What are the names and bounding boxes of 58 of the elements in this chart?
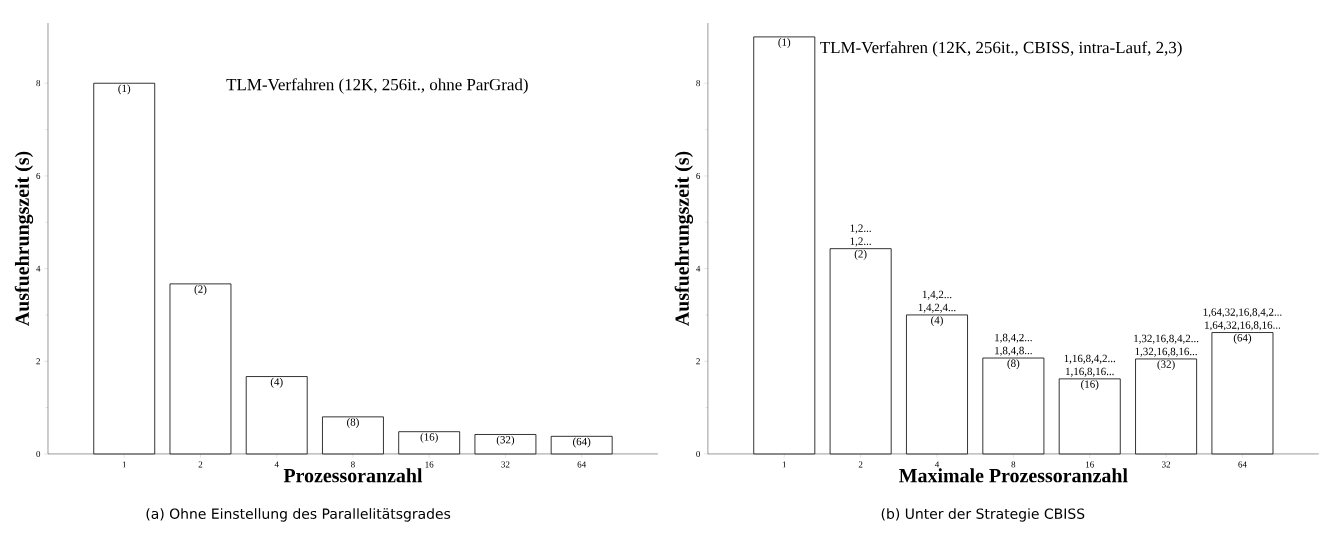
annotation: 1,4,2... [922, 290, 952, 300]
annotation: (16) [420, 432, 438, 443]
text: (b) Unter der Strategie CBISS [881, 508, 1085, 522]
annotation: 1,8,4,2... [995, 333, 1032, 343]
x-tick-label: 1 [782, 461, 786, 468]
annotation: (8) [347, 418, 359, 429]
annotation: (1) [118, 84, 131, 95]
annotation: 1,4,2,4... [918, 303, 956, 313]
x-axis-title: Maximale Prozessoranzahl [899, 468, 1128, 483]
annotation: (32) [496, 435, 515, 446]
x-tick-label: 2 [858, 461, 863, 468]
annotation: (1) [778, 38, 791, 49]
x-tick-label: 8 [1011, 461, 1016, 468]
x-tick-label: 4 [274, 461, 279, 468]
y-tick-label: 0 [36, 450, 41, 457]
annotation: (8) [1007, 359, 1020, 370]
y-tick-label: 4 [36, 265, 41, 272]
y-tick-label: 2 [696, 358, 700, 365]
annotation: 1,64,32,16,8,16... [1205, 321, 1281, 331]
x-tick-label: 64 [577, 461, 587, 468]
annotation: 1,8,4,8... [995, 346, 1032, 356]
y-tick-label: 4 [696, 265, 701, 272]
annotation: (64) [573, 437, 591, 448]
text: (a) Ohne Einstellung des Parallelitätsgrades [146, 508, 451, 522]
y-tick-label: 2 [36, 358, 40, 365]
y-axis-title: Ausfuehrungszeit (s) [674, 151, 694, 327]
annotation: (64) [1233, 333, 1252, 344]
text: TLM-Verfahren (12K, 256it., CBISS, intra-Lauf, 2,3) [820, 41, 1182, 57]
annotation: (4) [931, 316, 943, 327]
x-tick-label: 32 [1162, 461, 1171, 468]
y-tick-label: 0 [696, 450, 701, 457]
annotation: 1,2... [850, 237, 871, 247]
x-axis-title: Prozessoranzahl [283, 468, 423, 483]
annotation: (16) [1081, 380, 1099, 391]
annotation: (2) [194, 285, 207, 296]
annotation: 1,16,8,16... [1066, 367, 1114, 377]
x-tick-label: 16 [425, 461, 434, 468]
annotation: 1,64,32,16,8,4,2... [1203, 308, 1282, 318]
x-tick-label: 2 [198, 461, 203, 468]
x-tick-label: 8 [351, 461, 355, 468]
y-tick-label: 8 [36, 80, 41, 87]
y-tick-label: 6 [36, 172, 41, 179]
annotation: 1,16,8,4,2... [1064, 354, 1116, 364]
x-tick-label: 16 [1086, 461, 1094, 468]
annotation: (4) [270, 377, 283, 388]
text: TLM-Verfahren (12K, 256it., ohne ParGrad) [226, 78, 528, 94]
x-tick-label: 1 [122, 461, 126, 468]
y-tick-label: 8 [696, 80, 701, 87]
annotation: (2) [854, 249, 867, 260]
x-tick-label: 32 [501, 461, 510, 468]
annotation: 1,32,16,8,16... [1135, 347, 1197, 357]
annotation: 1,32,16,8,4,2... [1134, 334, 1199, 344]
y-axis-title: Ausfuehrungszeit (s) [14, 151, 34, 327]
x-tick-label: 64 [1238, 461, 1247, 468]
annotation: 1,2... [850, 224, 871, 234]
y-tick-label: 6 [696, 172, 701, 179]
x-tick-label: 4 [934, 461, 940, 468]
annotation: (32) [1157, 360, 1175, 371]
